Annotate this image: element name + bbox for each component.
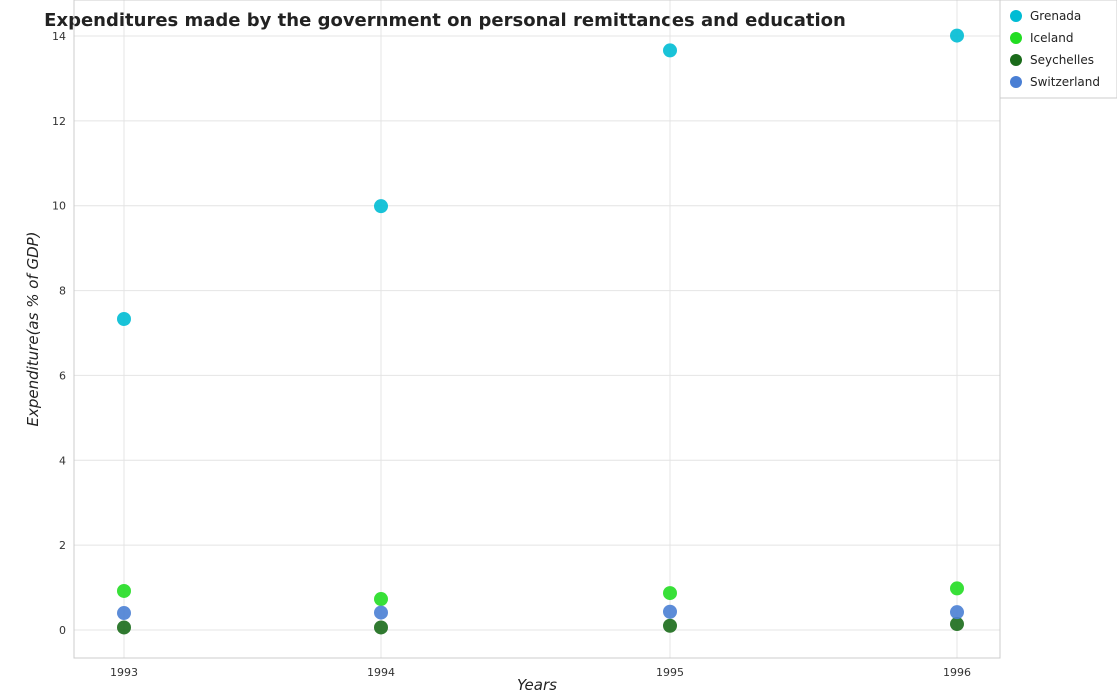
chart-title: Expenditures made by the government on p…	[44, 10, 846, 31]
point-seychelles-1995	[663, 618, 677, 633]
y-tick-label: 10	[52, 200, 66, 213]
y-tick-label: 8	[59, 285, 66, 298]
legend-marker-seychelles	[1010, 54, 1022, 66]
point-switzerland-1996	[950, 605, 964, 620]
y-tick-label: 2	[59, 539, 66, 552]
y-tick-label: 6	[59, 369, 66, 382]
point-seychelles-1993	[117, 620, 131, 635]
point-switzerland-1995	[663, 604, 677, 619]
legend-marker-iceland	[1010, 32, 1022, 44]
x-tick-label: 1993	[110, 666, 138, 679]
point-switzerland-1993	[117, 606, 131, 621]
point-seychelles-1996	[950, 617, 964, 632]
x-axis-label: Years	[517, 676, 557, 694]
point-iceland-1993	[117, 583, 131, 598]
legend-marker-grenada	[1010, 10, 1022, 22]
x-tick-label: 1994	[367, 666, 395, 679]
point-iceland-1994	[374, 592, 388, 607]
point-grenada-1993	[117, 311, 131, 326]
point-grenada-1995	[663, 43, 677, 58]
point-seychelles-1994	[374, 620, 388, 635]
y-tick-label: 12	[52, 115, 66, 128]
legend-label-seychelles: Seychelles	[1030, 53, 1094, 67]
point-switzerland-1994	[374, 605, 388, 620]
y-axis-label: Expenditure(as % of GDP)	[24, 231, 42, 426]
legend-marker-switzerland	[1010, 76, 1022, 88]
legend-label-switzerland: Switzerland	[1030, 75, 1100, 89]
point-iceland-1996	[950, 581, 964, 596]
x-tick-label: 1996	[943, 666, 971, 679]
tick-layer: 0 2 4 6 8 10 12 14 1993 1994 1995 1996	[52, 30, 971, 679]
grid-layer	[74, 0, 1000, 658]
x-tick-label: 1995	[656, 666, 684, 679]
legend-label-grenada: Grenada	[1030, 9, 1081, 23]
point-grenada-1996	[950, 28, 964, 43]
point-iceland-1995	[663, 586, 677, 601]
y-tick-label: 14	[52, 30, 66, 43]
y-tick-label: 4	[59, 454, 66, 467]
point-grenada-1994	[374, 199, 388, 214]
y-tick-label: 0	[59, 624, 66, 637]
legend-label-iceland: Iceland	[1030, 31, 1073, 45]
points-layer	[117, 28, 964, 635]
plot-frame	[73, 0, 1001, 659]
legend: Grenada Iceland Seychelles Switzerland	[999, 0, 1117, 99]
legend-items: Grenada Iceland Seychelles Switzerland	[1010, 9, 1100, 89]
